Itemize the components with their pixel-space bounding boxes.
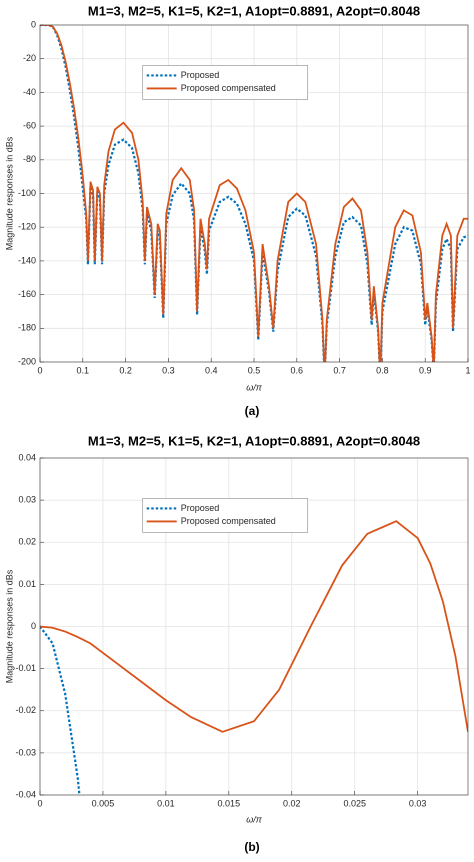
y-tick-label: -20 [23, 53, 36, 63]
y-tick-label: -100 [18, 188, 36, 198]
legend-label: Proposed [181, 70, 220, 80]
y-tick-label: -0.04 [15, 789, 36, 799]
x-tick-label: 0.015 [218, 798, 241, 808]
legend-box [142, 498, 309, 533]
y-tick-label: 0.01 [18, 579, 36, 589]
y-tick-label: -160 [18, 289, 36, 299]
y-tick-label: 0 [31, 621, 36, 631]
legend-label: Proposed compensated [181, 516, 276, 526]
data-line [40, 520, 468, 733]
y-tick-label: 0.04 [18, 452, 36, 462]
x-tick-label: 0.01 [157, 798, 175, 808]
x-tick-label: 0.2 [119, 365, 132, 375]
y-tick-label: 0.02 [18, 537, 36, 547]
y-axis-label: Magnitude responses in dBs [4, 569, 14, 683]
legend-label: Proposed [181, 503, 220, 513]
y-axis-label: Magnitude responses in dBs [4, 136, 14, 250]
caption: (b) [244, 840, 259, 854]
y-tick-label: -120 [18, 222, 36, 232]
y-tick-label: -0.03 [15, 747, 36, 757]
data-line [40, 25, 468, 362]
x-tick-label: 0.7 [333, 365, 346, 375]
x-tick-label: 0.6 [291, 365, 304, 375]
legend-box [142, 65, 309, 100]
y-tick-label: -40 [23, 87, 36, 97]
x-tick-label: 0.005 [92, 798, 115, 808]
x-tick-label: 0.4 [205, 365, 218, 375]
x-tick-label: 0.5 [248, 365, 261, 375]
x-tick-label: 0.02 [283, 798, 301, 808]
y-tick-label: 0.03 [18, 495, 36, 505]
x-tick-label: 0.1 [77, 365, 90, 375]
y-tick-label: -80 [23, 154, 36, 164]
data-line [40, 625, 81, 795]
data-line [40, 25, 468, 362]
y-tick-label: -60 [23, 120, 36, 130]
x-tick-label: 0.8 [376, 365, 389, 375]
y-tick-label: 0 [31, 19, 36, 29]
y-tick-label: -140 [18, 255, 36, 265]
x-tick-label: 0.3 [162, 365, 175, 375]
x-tick-label: 0 [37, 798, 42, 808]
y-tick-label: -180 [18, 323, 36, 333]
x-tick-label: 0.025 [343, 798, 366, 808]
legend-label: Proposed compensated [181, 83, 276, 93]
plot-frame [39, 457, 469, 796]
y-tick-label: -200 [18, 356, 36, 366]
y-tick-label: -0.02 [15, 705, 36, 715]
x-tick-label: 0.03 [409, 798, 427, 808]
chart-title: M1=3, M2=5, K1=5, K2=1, A1opt=0.8891, A2… [88, 433, 420, 448]
caption: (a) [245, 404, 260, 418]
x-tick-label: 1 [465, 365, 470, 375]
plot-frame [39, 24, 469, 363]
x-tick-label: 0 [37, 365, 42, 375]
x-tick-label: 0.9 [419, 365, 432, 375]
x-axis-label: ω/π [246, 382, 263, 392]
y-tick-label: -0.01 [15, 663, 36, 673]
chart-title: M1=3, M2=5, K1=5, K2=1, A1opt=0.8891, A2… [88, 3, 420, 18]
x-axis-label: ω/π [246, 814, 263, 824]
